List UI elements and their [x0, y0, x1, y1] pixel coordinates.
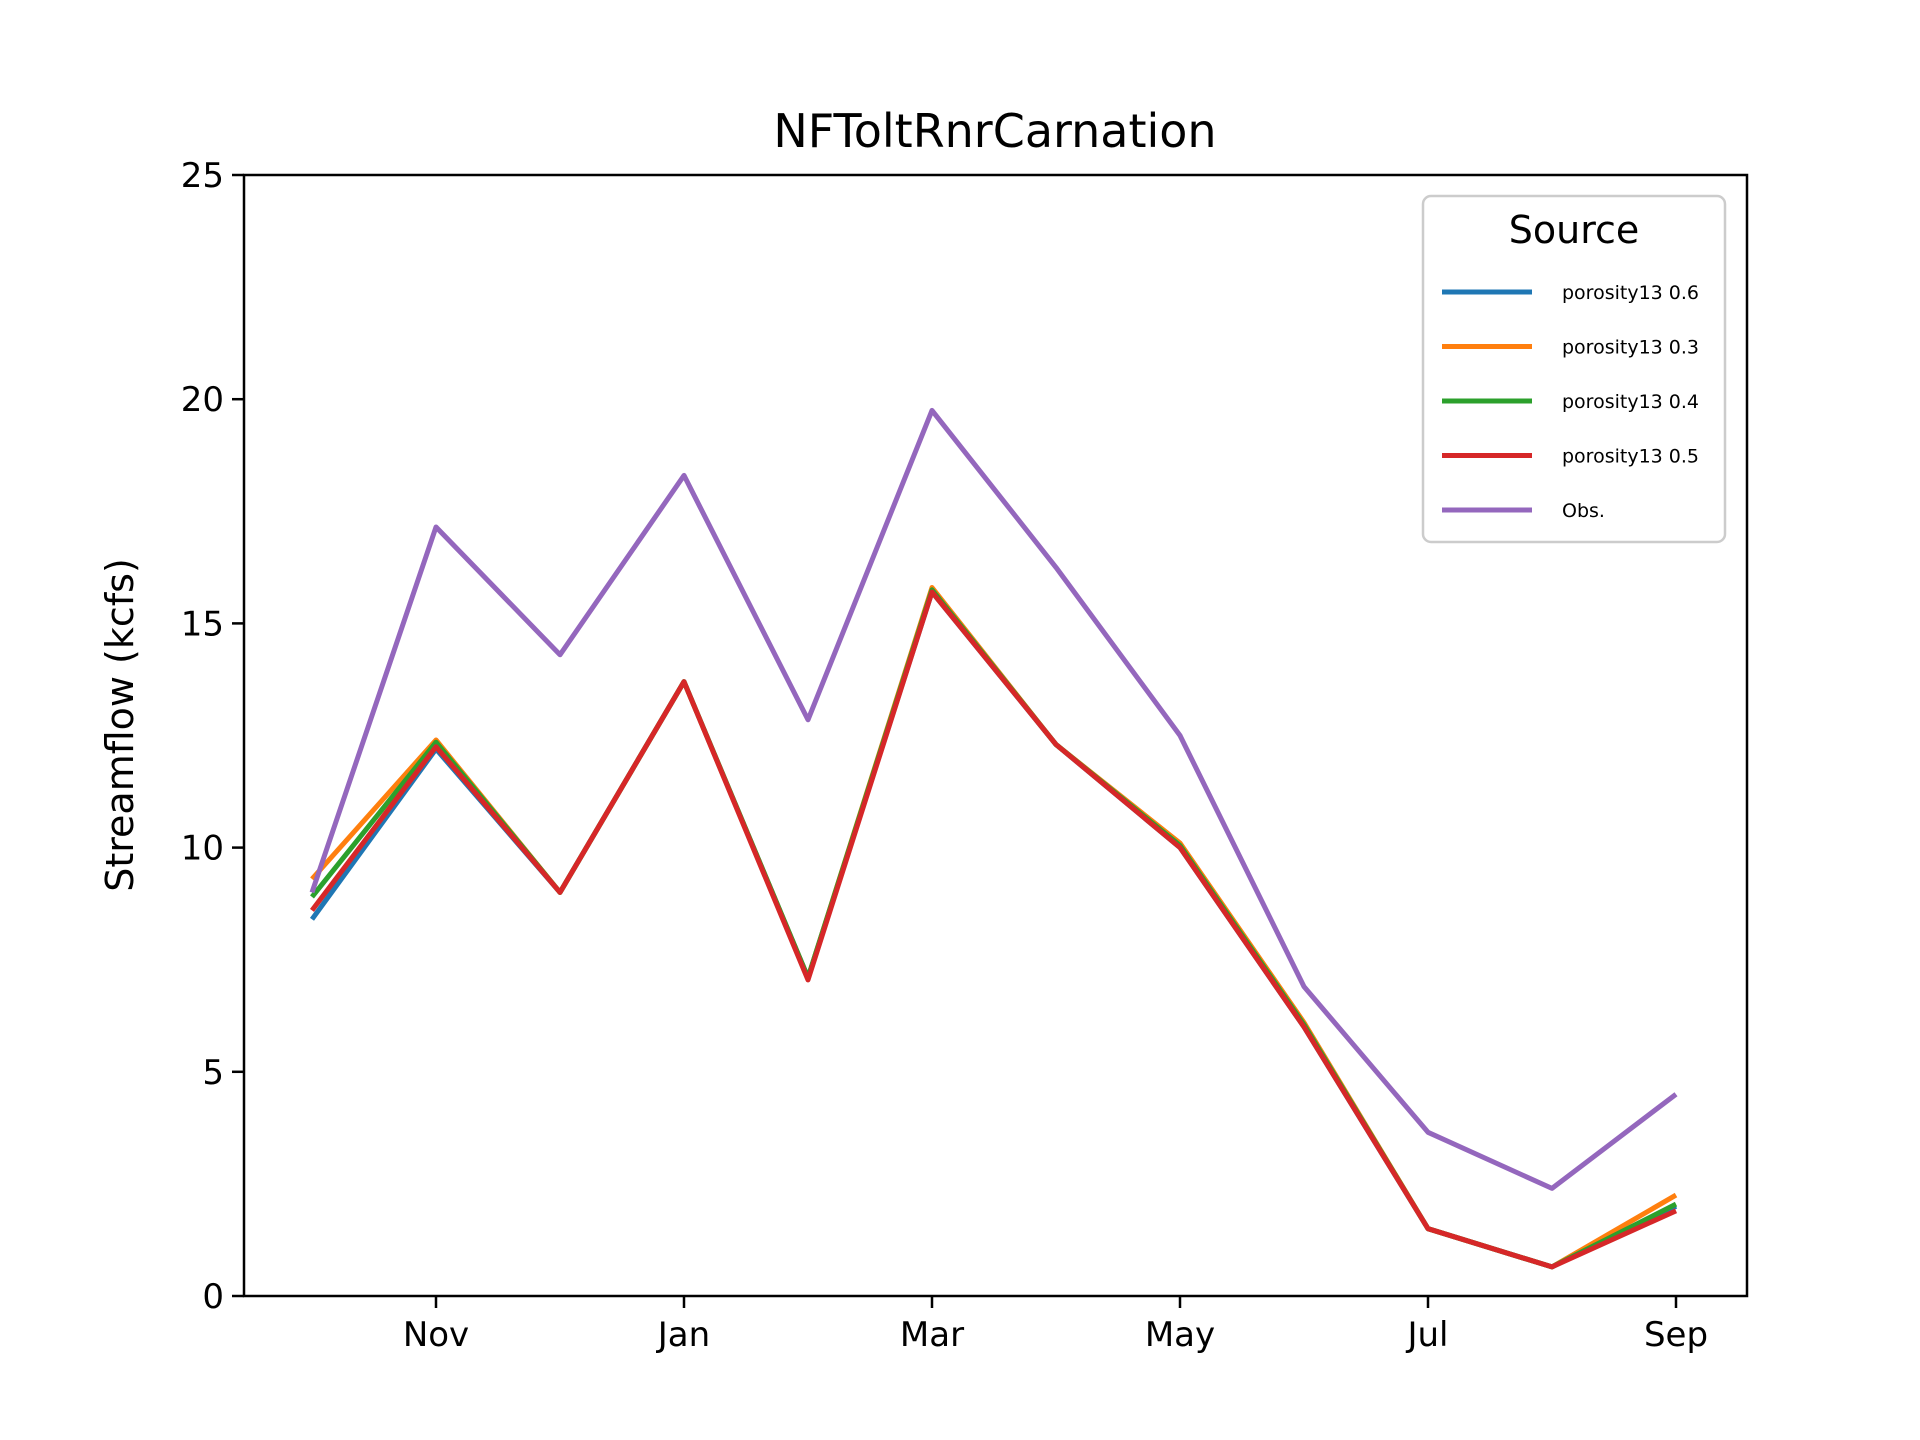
- legend-entries: porosity13 0.6 porosity13 0.3 porosity13 0…: [1442, 282, 1699, 522]
- series-layer: [309, 407, 1678, 1270]
- x-tick-label-5: Sep: [1644, 1315, 1708, 1355]
- x-tick-label-3: May: [1145, 1315, 1215, 1355]
- x-tick-label-0: Nov: [403, 1315, 469, 1355]
- y-tick-label-5: 25: [181, 156, 224, 196]
- x-axis: Nov Jan Mar May Jul Sep: [403, 1296, 1708, 1355]
- legend-title: Source: [1509, 208, 1640, 252]
- legend-label-2: porosity13 0.4: [1562, 391, 1699, 413]
- y-tick-label-2: 10: [181, 829, 224, 869]
- y-tick-label-3: 15: [181, 604, 224, 644]
- series-line-3: [310, 589, 1678, 1270]
- legend-label-4: Obs.: [1562, 500, 1605, 522]
- series-line-4: [309, 407, 1678, 1191]
- y-tick-label-1: 5: [202, 1053, 224, 1093]
- legend-label-3: porosity13 0.5: [1562, 446, 1699, 468]
- y-tick-label-0: 0: [202, 1277, 224, 1317]
- y-axis: 0 5 10 15 20 25: [181, 156, 244, 1317]
- plot-frame: [242, 173, 1749, 1298]
- y-axis-label: Streamflow (kcfs): [98, 558, 142, 892]
- x-tick-label-2: Mar: [900, 1315, 964, 1355]
- x-tick-label-1: Jan: [656, 1315, 710, 1355]
- legend-label-0: porosity13 0.6: [1562, 282, 1699, 304]
- y-tick-label-4: 20: [181, 380, 224, 420]
- chart-title: NFToltRnrCarnation: [773, 104, 1216, 158]
- legend-label-1: porosity13 0.3: [1562, 337, 1699, 359]
- x-tick-label-4: Jul: [1405, 1315, 1448, 1355]
